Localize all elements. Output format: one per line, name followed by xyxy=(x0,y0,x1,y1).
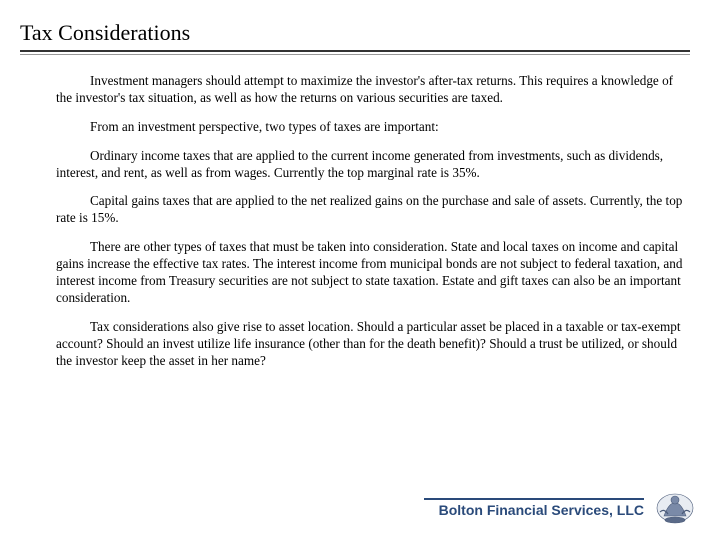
slide: Tax Considerations Investment managers s… xyxy=(0,0,720,540)
paragraph: Tax considerations also give rise to ass… xyxy=(56,319,684,370)
page-title: Tax Considerations xyxy=(20,20,690,46)
footer-company: Bolton Financial Services, LLC xyxy=(439,502,644,518)
paragraph: There are other types of taxes that must… xyxy=(56,239,684,307)
company-logo-icon xyxy=(654,490,696,526)
footer-rule xyxy=(424,498,644,500)
footer-text-wrap: Bolton Financial Services, LLC xyxy=(424,498,644,518)
title-rule xyxy=(20,50,690,55)
paragraph: Capital gains taxes that are applied to … xyxy=(56,193,684,227)
rule-light xyxy=(20,54,690,55)
rule-dark xyxy=(20,50,690,52)
paragraph: From an investment perspective, two type… xyxy=(56,119,684,136)
paragraph: Ordinary income taxes that are applied t… xyxy=(56,148,684,182)
body-text: Investment managers should attempt to ma… xyxy=(30,73,690,369)
paragraph: Investment managers should attempt to ma… xyxy=(56,73,684,107)
footer: Bolton Financial Services, LLC xyxy=(424,490,696,526)
